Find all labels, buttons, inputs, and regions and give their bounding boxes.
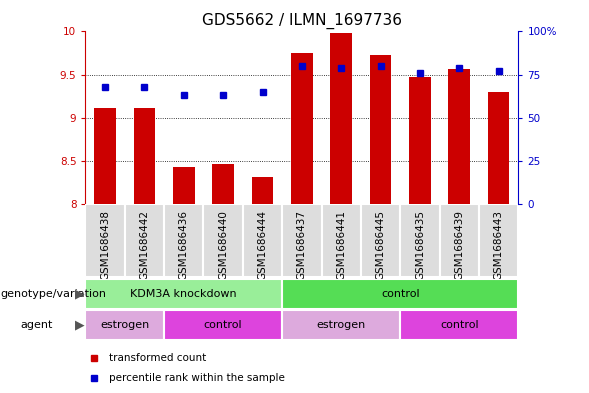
Bar	[134, 108, 155, 204]
Text: GSM1686444: GSM1686444	[257, 210, 267, 280]
Text: GSM1686437: GSM1686437	[297, 210, 307, 280]
Bar	[370, 55, 392, 204]
Bar	[361, 204, 401, 277]
Bar	[439, 204, 479, 277]
Bar	[212, 164, 234, 204]
Bar	[330, 33, 352, 204]
Bar	[203, 204, 243, 277]
Text: GSM1686441: GSM1686441	[336, 210, 346, 280]
Bar	[401, 310, 518, 340]
Text: ▶: ▶	[75, 319, 84, 332]
Text: GSM1686436: GSM1686436	[179, 210, 189, 280]
Text: control: control	[381, 289, 419, 299]
Bar	[243, 204, 282, 277]
Bar	[401, 204, 439, 277]
Bar	[85, 204, 125, 277]
Text: control: control	[204, 320, 243, 330]
Text: transformed count: transformed count	[109, 353, 207, 363]
Text: KDM3A knockdown: KDM3A knockdown	[131, 289, 237, 299]
Bar	[125, 204, 164, 277]
Text: GSM1686435: GSM1686435	[415, 210, 425, 280]
Bar	[282, 279, 518, 309]
Bar	[94, 108, 116, 204]
Text: estrogen: estrogen	[100, 320, 150, 330]
Bar	[164, 204, 203, 277]
Bar	[282, 204, 322, 277]
Text: GSM1686438: GSM1686438	[100, 210, 110, 280]
Text: GSM1686443: GSM1686443	[494, 210, 504, 280]
Bar	[85, 279, 282, 309]
Bar	[488, 92, 509, 204]
Text: GSM1686445: GSM1686445	[376, 210, 386, 280]
Title: GDS5662 / ILMN_1697736: GDS5662 / ILMN_1697736	[202, 13, 402, 29]
Bar	[173, 167, 194, 204]
Bar	[322, 204, 361, 277]
Bar	[252, 177, 273, 204]
Bar	[85, 310, 164, 340]
Bar	[448, 69, 470, 204]
Text: percentile rank within the sample: percentile rank within the sample	[109, 373, 285, 383]
Text: GSM1686439: GSM1686439	[454, 210, 464, 280]
Text: estrogen: estrogen	[317, 320, 366, 330]
Text: control: control	[440, 320, 479, 330]
Text: GSM1686440: GSM1686440	[218, 210, 228, 280]
Bar	[282, 310, 401, 340]
Bar	[479, 204, 518, 277]
Text: GSM1686442: GSM1686442	[140, 210, 150, 280]
Bar	[164, 310, 282, 340]
Bar	[409, 77, 431, 204]
Bar	[291, 53, 313, 204]
Text: ▶: ▶	[75, 287, 84, 300]
Text: genotype/variation: genotype/variation	[0, 289, 106, 299]
Text: agent: agent	[21, 320, 53, 330]
